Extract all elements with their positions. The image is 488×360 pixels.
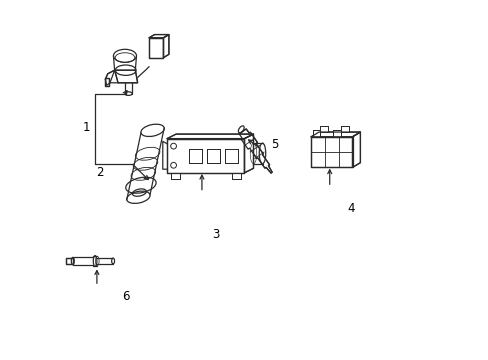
Polygon shape <box>206 149 220 163</box>
Polygon shape <box>167 139 244 173</box>
Text: 1: 1 <box>83 121 90 134</box>
Polygon shape <box>149 38 163 58</box>
Polygon shape <box>105 70 114 85</box>
Text: 4: 4 <box>346 202 354 215</box>
Text: 2: 2 <box>96 166 103 179</box>
Polygon shape <box>312 130 319 137</box>
Polygon shape <box>163 35 168 58</box>
Polygon shape <box>320 126 327 132</box>
Polygon shape <box>310 132 360 137</box>
Polygon shape <box>188 149 202 163</box>
Polygon shape <box>310 137 352 167</box>
Text: 6: 6 <box>122 291 129 303</box>
Polygon shape <box>149 35 168 38</box>
Polygon shape <box>66 258 73 264</box>
Polygon shape <box>239 129 272 173</box>
Polygon shape <box>114 70 137 83</box>
Polygon shape <box>352 132 360 167</box>
Polygon shape <box>170 173 179 179</box>
Polygon shape <box>167 134 253 139</box>
Polygon shape <box>224 149 238 163</box>
Polygon shape <box>244 134 253 173</box>
Text: 3: 3 <box>212 228 219 240</box>
Polygon shape <box>105 78 109 86</box>
Polygon shape <box>341 126 348 132</box>
Polygon shape <box>332 130 340 137</box>
Text: 5: 5 <box>271 138 278 150</box>
Polygon shape <box>231 173 241 179</box>
